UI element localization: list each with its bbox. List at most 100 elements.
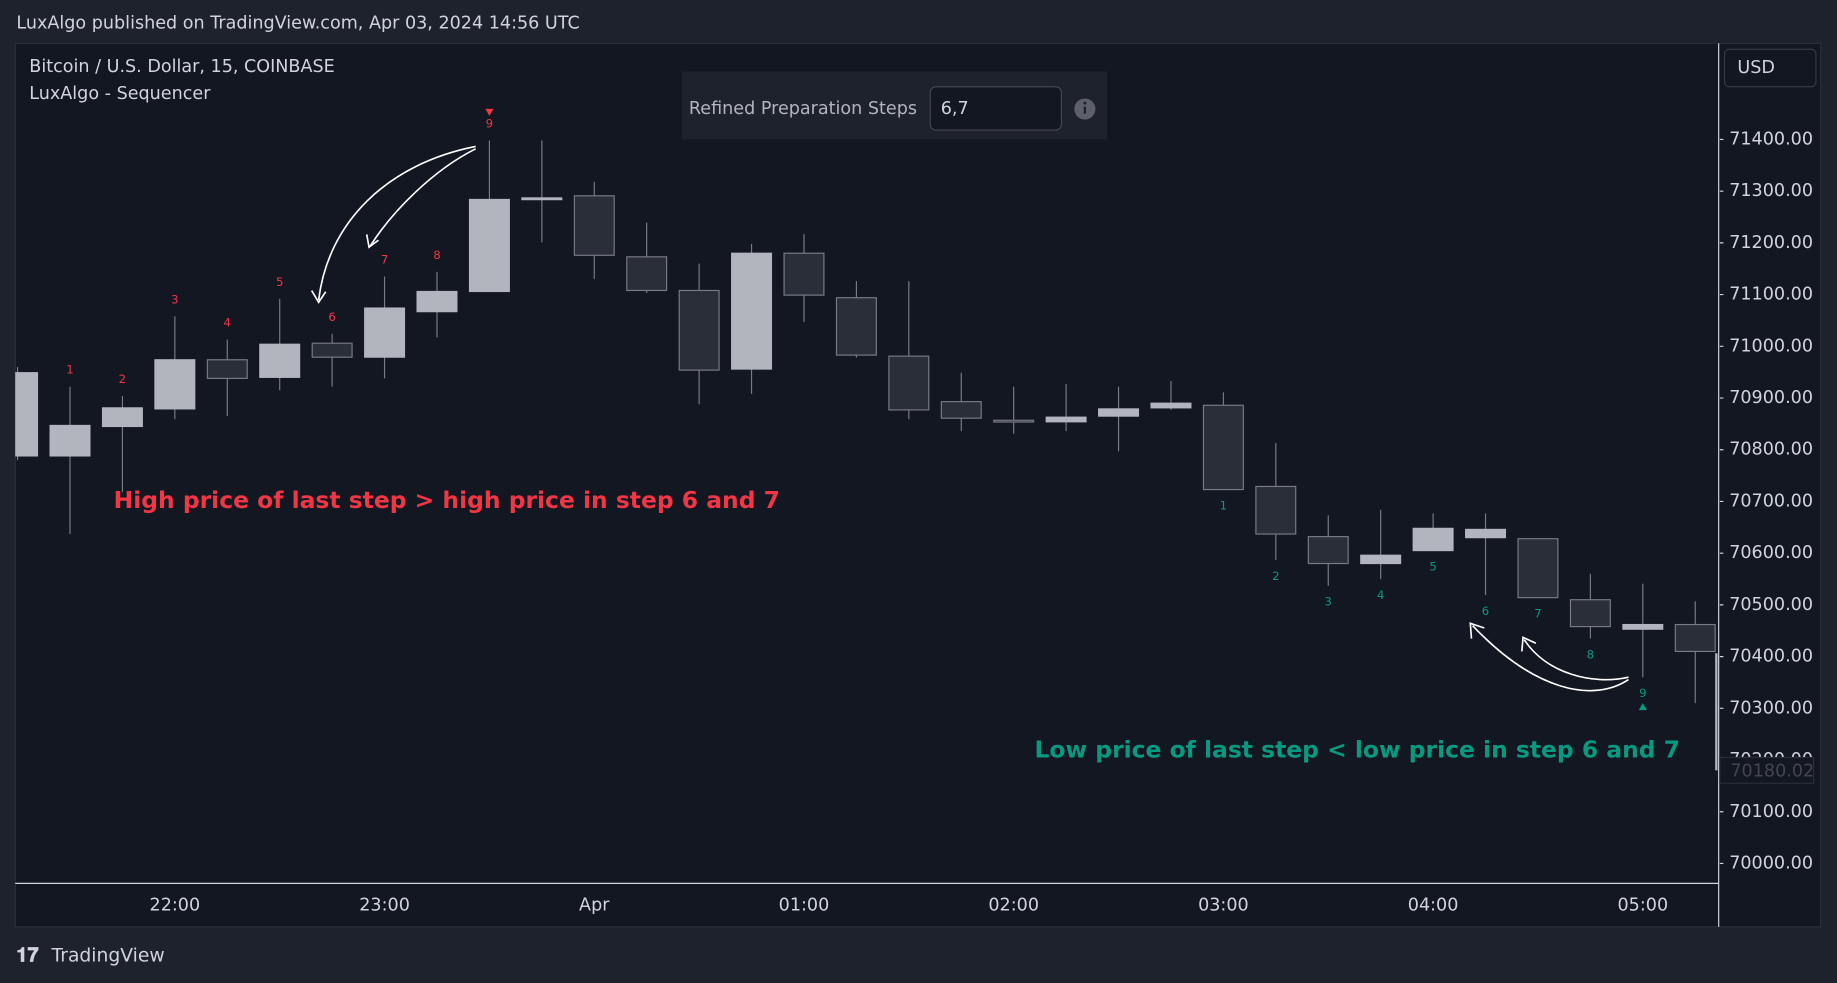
buy-count: 5 (1429, 559, 1436, 573)
sell-count: 7 (381, 253, 388, 267)
candle-body (1098, 408, 1140, 417)
last-price-label: 70180.02 (1730, 762, 1814, 782)
candle-body (101, 407, 143, 428)
x-tick-label: 03:00 (1198, 896, 1249, 916)
candle-body (49, 424, 91, 457)
arrow (317, 145, 476, 301)
y-tick-label: 71400.00 (1729, 129, 1813, 149)
buy-count: 9 (1639, 686, 1646, 700)
currency: USD (1737, 58, 1775, 78)
y-tick-label: 70000.00 (1729, 853, 1813, 873)
candle-body (731, 252, 773, 370)
last-price-box (1719, 756, 1815, 784)
arrow (1472, 625, 1629, 692)
arrows (310, 145, 1629, 692)
settings-value: 6,7 (941, 99, 969, 119)
candle-body (993, 419, 1035, 423)
footer: 𝟏𝟕 TradingView (16, 944, 164, 967)
info-icon-glyph (1083, 106, 1087, 114)
candle-body (521, 197, 563, 201)
buy-count: 3 (1325, 595, 1332, 609)
arrow (369, 148, 477, 247)
candles: 1 2 3 4 5 6 7 8 9 1 2 3 4 5 6 7 8 9 (15, 108, 1718, 771)
x-tick-label: 02:00 (988, 896, 1039, 916)
footer-brand: TradingView (51, 946, 165, 967)
candle-body (311, 342, 353, 358)
candle-body (1674, 623, 1716, 653)
candle-body (1307, 536, 1349, 565)
candle-body (416, 290, 458, 313)
y-tick-label: 71300.00 (1729, 181, 1813, 201)
candle-body (259, 343, 301, 378)
candle-body (783, 252, 825, 296)
candle-body (940, 401, 982, 419)
annotation: Low price of last step < low price in st… (1035, 735, 1681, 763)
buy-count: 6 (1482, 604, 1489, 618)
candle-body (1412, 527, 1454, 552)
y-tick-label: 70700.00 (1729, 491, 1813, 511)
y-tick-label: 71100.00 (1729, 285, 1813, 305)
candle-body (364, 307, 406, 358)
arrow (1523, 639, 1629, 681)
annotation: High price of last step > high price in … (114, 486, 780, 514)
y-tick-label: 70600.00 (1729, 543, 1813, 563)
y-tick-label: 71200.00 (1729, 233, 1813, 253)
y-tick-label: 70800.00 (1729, 440, 1813, 460)
candle-body (468, 198, 510, 293)
candle-body (1622, 623, 1664, 630)
currency-button[interactable] (1723, 48, 1817, 88)
candle-body (206, 359, 248, 379)
candle-body (678, 289, 720, 371)
candle-body (1202, 404, 1244, 491)
buy-signal (1638, 703, 1647, 711)
indicator-name: LuxAlgo - Sequencer (29, 84, 211, 104)
settings-panel: Refined Preparation Steps 6,7 (681, 71, 1108, 140)
header: LuxAlgo published on TradingView.com, Ap… (16, 13, 579, 33)
x-tick-label: 04:00 (1408, 896, 1459, 916)
candle-body (1045, 416, 1087, 423)
candle-body (1360, 554, 1402, 565)
sell-count: 2 (119, 372, 126, 386)
candle-body (15, 372, 39, 457)
sell-count: 5 (276, 275, 283, 289)
buy-count: 2 (1272, 569, 1279, 583)
sell-count: 3 (171, 292, 178, 306)
candle-body (835, 297, 877, 356)
y-tick-label: 70500.00 (1729, 595, 1813, 615)
settings-label: Refined Preparation Steps (689, 99, 917, 119)
chart-pane (14, 42, 1822, 928)
y-tick-label: 70900.00 (1729, 388, 1813, 408)
candle-body (1569, 599, 1611, 628)
candle-body (888, 355, 930, 411)
candle-body (1517, 538, 1559, 599)
arrow-head (310, 290, 327, 304)
sell-count: 6 (328, 310, 335, 324)
settings-input[interactable] (929, 86, 1063, 131)
buy-count: 7 (1534, 607, 1541, 621)
candle-body (626, 256, 668, 292)
sell-count: 1 (66, 363, 73, 377)
logo: 𝟏𝟕 (16, 944, 38, 967)
buy-count: 8 (1587, 647, 1594, 661)
arrow-head (1469, 622, 1485, 639)
x-tick-label: 22:00 (150, 896, 201, 916)
candle-body (573, 195, 615, 256)
sell-signal (485, 108, 494, 116)
symbol-title: Bitcoin / U.S. Dollar, 15, COINBASE (29, 57, 334, 77)
buy-count: 4 (1377, 588, 1384, 602)
y-tick-label: 70300.00 (1729, 698, 1813, 718)
candle-body (1465, 528, 1507, 539)
buy-count: 1 (1220, 498, 1227, 512)
arrow-head (365, 234, 379, 249)
candle-body (154, 359, 196, 410)
candle-body (1150, 402, 1192, 409)
y-tick-label: 70100.00 (1729, 802, 1813, 822)
x-tick-label: 23:00 (359, 896, 410, 916)
y-tick-label: 71000.00 (1729, 336, 1813, 356)
time-axis: 22:00 23:00 Apr 01:00 02:00 03:00 04:00 05:00 (150, 896, 1669, 916)
x-tick-label: 01:00 (779, 896, 830, 916)
x-tick-label: 05:00 (1618, 896, 1669, 916)
x-tick-label: Apr (579, 896, 610, 916)
y-tick-label: 70400.00 (1729, 647, 1813, 667)
